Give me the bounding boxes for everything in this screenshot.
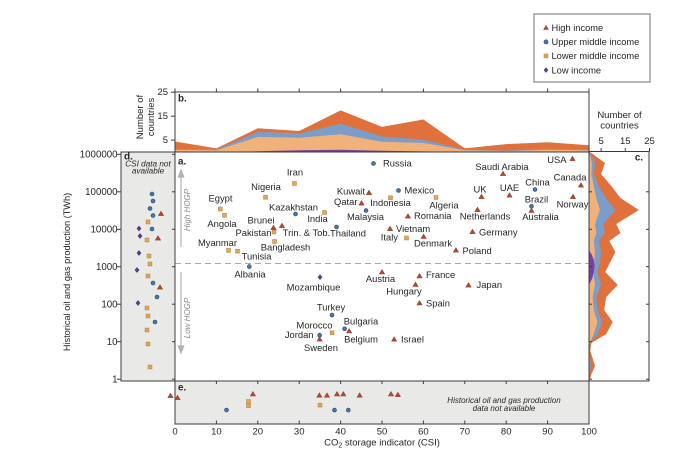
svg-text:Low HOGP: Low HOGP: [183, 297, 192, 338]
svg-text:15: 15: [620, 136, 631, 147]
svg-text:c.: c.: [635, 153, 643, 164]
svg-text:Germany: Germany: [479, 227, 518, 238]
svg-text:Nigeria: Nigeria: [251, 181, 281, 192]
svg-text:Saudi Arabia: Saudi Arabia: [475, 161, 529, 172]
svg-text:70: 70: [460, 427, 471, 438]
svg-text:Austria: Austria: [366, 273, 396, 284]
svg-text:Malaysia: Malaysia: [347, 211, 385, 222]
svg-text:available: available: [132, 167, 165, 176]
svg-text:Kazakhstan: Kazakhstan: [269, 202, 318, 213]
svg-text:Israel: Israel: [401, 333, 424, 344]
svg-text:Lower middle income: Lower middle income: [552, 51, 640, 61]
svg-text:25: 25: [157, 87, 168, 98]
svg-text:Morocco: Morocco: [297, 319, 333, 330]
svg-text:Tunisia: Tunisia: [242, 250, 273, 261]
svg-text:10000: 10000: [91, 225, 119, 236]
svg-text:Number of: Number of: [597, 110, 642, 121]
svg-text:CSI data not: CSI data not: [125, 160, 171, 169]
svg-text:Denmark: Denmark: [414, 238, 452, 249]
svg-text:Mozambique: Mozambique: [287, 282, 341, 293]
svg-text:Angola: Angola: [207, 218, 237, 229]
svg-text:Upper middle income: Upper middle income: [552, 37, 640, 47]
svg-text:d.: d.: [124, 152, 133, 163]
svg-text:Japan: Japan: [477, 279, 503, 290]
svg-text:Bulgaria: Bulgaria: [344, 316, 379, 327]
svg-text:Canada: Canada: [554, 172, 588, 183]
svg-text:Myanmar: Myanmar: [198, 237, 237, 248]
svg-text:Vietnam: Vietnam: [396, 223, 430, 234]
svg-text:Romania: Romania: [414, 210, 452, 221]
svg-text:1000000: 1000000: [80, 150, 118, 161]
svg-text:Pakistan: Pakistan: [236, 227, 272, 238]
svg-text:Kuwait: Kuwait: [337, 186, 366, 197]
svg-text:b.: b.: [178, 94, 187, 105]
svg-text:100000: 100000: [85, 187, 118, 198]
svg-text:Brazil: Brazil: [525, 194, 548, 205]
svg-text:data not available: data not available: [473, 404, 536, 413]
svg-text:e.: e.: [178, 383, 186, 394]
svg-text:0: 0: [172, 427, 177, 438]
svg-text:Iran: Iran: [287, 167, 303, 178]
svg-text:Netherlands: Netherlands: [460, 211, 511, 222]
svg-text:60: 60: [418, 427, 429, 438]
svg-text:a.: a.: [178, 157, 186, 168]
svg-text:40: 40: [335, 427, 346, 438]
svg-text:100: 100: [101, 300, 118, 311]
svg-text:5: 5: [598, 136, 603, 147]
svg-text:Low income: Low income: [552, 65, 602, 75]
svg-text:100: 100: [581, 427, 597, 438]
svg-text:Bangladesh: Bangladesh: [261, 242, 311, 253]
svg-text:15: 15: [157, 111, 168, 122]
svg-text:High HOGP: High HOGP: [183, 188, 192, 231]
svg-text:Brunei: Brunei: [247, 215, 274, 226]
svg-text:Turkey: Turkey: [317, 301, 346, 312]
svg-text:Italy: Italy: [381, 232, 399, 243]
svg-text:Number of: Number of: [135, 94, 146, 139]
svg-text:UK: UK: [473, 184, 487, 195]
svg-text:Historical oil and gas product: Historical oil and gas production (TWh): [62, 193, 72, 351]
svg-text:Historical oil and gas product: Historical oil and gas production: [447, 396, 561, 405]
svg-text:High income: High income: [552, 23, 604, 33]
svg-text:France: France: [426, 269, 455, 280]
svg-text:Thailand: Thailand: [330, 228, 366, 239]
svg-text:Hungary: Hungary: [386, 285, 422, 296]
svg-text:India: India: [307, 213, 328, 224]
svg-text:USA: USA: [547, 154, 567, 165]
svg-text:10: 10: [211, 427, 222, 438]
svg-text:China: China: [525, 177, 550, 188]
svg-text:Poland: Poland: [463, 245, 492, 256]
svg-text:10: 10: [107, 337, 118, 348]
svg-text:CO2 storage indicator (CSI): CO2 storage indicator (CSI): [324, 438, 440, 450]
svg-text:Mexico: Mexico: [405, 185, 435, 196]
svg-text:1000: 1000: [96, 262, 118, 273]
svg-text:5: 5: [163, 135, 168, 146]
svg-text:Spain: Spain: [426, 297, 450, 308]
svg-text:Australia: Australia: [522, 211, 559, 222]
svg-text:Algeria: Algeria: [429, 200, 459, 211]
svg-text:Sweden: Sweden: [304, 342, 338, 353]
svg-text:50: 50: [377, 427, 388, 438]
svg-text:20: 20: [253, 427, 264, 438]
svg-text:Belgium: Belgium: [344, 333, 378, 344]
svg-text:80: 80: [501, 427, 512, 438]
svg-text:countries: countries: [146, 97, 157, 136]
svg-text:Egypt: Egypt: [209, 193, 233, 204]
svg-text:Jordan: Jordan: [285, 329, 314, 340]
svg-text:Trin. & Tob.: Trin. & Tob.: [283, 227, 330, 238]
svg-text:Albania: Albania: [234, 269, 266, 280]
svg-text:Norway: Norway: [557, 199, 589, 210]
svg-text:countries: countries: [600, 121, 639, 132]
svg-text:1: 1: [112, 375, 117, 386]
svg-text:Russia: Russia: [383, 158, 412, 169]
svg-text:25: 25: [644, 136, 655, 147]
svg-text:Indonesia: Indonesia: [370, 197, 411, 208]
svg-text:UAE: UAE: [500, 182, 519, 193]
svg-text:30: 30: [294, 427, 305, 438]
svg-text:90: 90: [542, 427, 553, 438]
svg-text:Qatar: Qatar: [334, 196, 357, 207]
